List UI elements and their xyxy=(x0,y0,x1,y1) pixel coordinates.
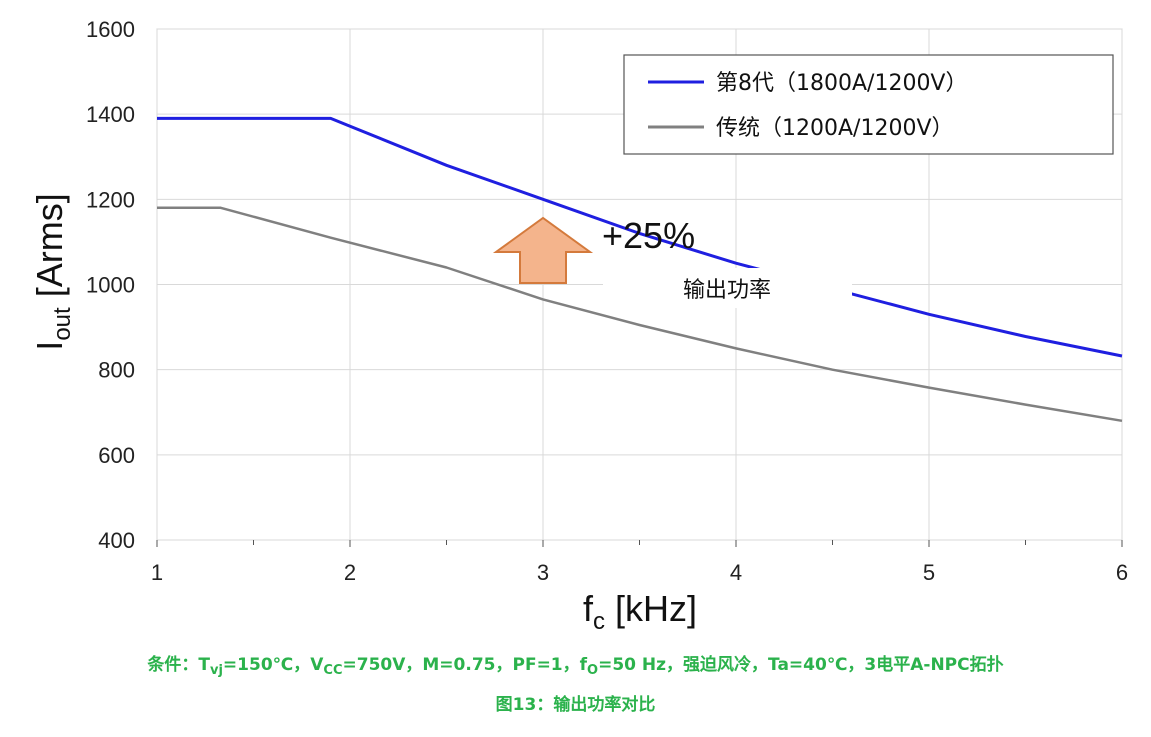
y-tick-label: 400 xyxy=(98,528,135,553)
x-tick-label: 4 xyxy=(730,560,742,585)
increase-arrow xyxy=(492,216,594,284)
y-axis-title: Iout [Arms] xyxy=(29,193,76,350)
figure-caption: 图13：输出功率对比 xyxy=(495,695,656,715)
x-tick-labels: 1 2 3 4 5 6 xyxy=(151,560,1128,585)
x-tick-label: 5 xyxy=(923,560,935,585)
x-tick-label: 3 xyxy=(537,560,549,585)
chart: 400 600 800 1000 1200 1400 1600 1 2 3 4 5 6 +25% 输出… xyxy=(29,17,1128,635)
y-tick-label: 1000 xyxy=(86,273,135,298)
legend-label-conventional: 传统（1200A/1200V） xyxy=(716,116,954,141)
x-tick-label: 1 xyxy=(151,560,163,585)
annotation-box xyxy=(603,268,852,308)
legend-label-gen8: 第8代（1800A/1200V） xyxy=(716,71,968,96)
x-axis-title: fc [kHz] xyxy=(583,588,697,635)
increase-label: +25% xyxy=(602,215,695,256)
y-tick-labels: 400 600 800 1000 1200 1400 1600 xyxy=(86,17,135,553)
series-line-gen8 xyxy=(157,116,1123,358)
y-tick-label: 800 xyxy=(98,358,135,383)
y-tick-label: 1200 xyxy=(86,187,135,212)
series-lines xyxy=(157,116,1123,423)
annotation-box-text: 输出功率 xyxy=(683,278,771,303)
series-line-conventional xyxy=(157,206,1123,423)
legend: 第8代（1800A/1200V） 传统（1200A/1200V） xyxy=(623,54,1114,155)
legend-box xyxy=(623,54,1114,155)
x-tick-label: 2 xyxy=(344,560,356,585)
x-tick-label: 6 xyxy=(1116,560,1128,585)
chart-conditions-caption: 条件：Tvj=150℃，VCC=750V，M=0.75，PF=1，fO=50 H… xyxy=(147,655,1004,678)
y-tick-label: 1400 xyxy=(86,102,135,127)
y-tick-label: 600 xyxy=(98,443,135,468)
y-tick-label: 1600 xyxy=(86,17,135,42)
